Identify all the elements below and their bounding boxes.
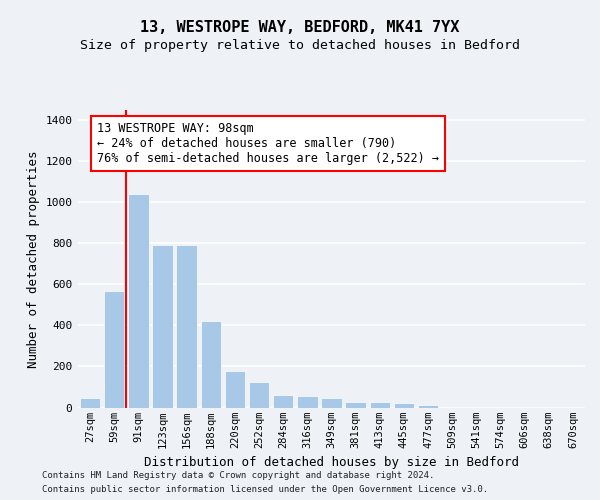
X-axis label: Distribution of detached houses by size in Bedford: Distribution of detached houses by size … [144,456,519,469]
Text: 13 WESTROPE WAY: 98sqm
← 24% of detached houses are smaller (790)
76% of semi-de: 13 WESTROPE WAY: 98sqm ← 24% of detached… [97,122,439,166]
Text: 13, WESTROPE WAY, BEDFORD, MK41 7YX: 13, WESTROPE WAY, BEDFORD, MK41 7YX [140,20,460,35]
Text: Contains public sector information licensed under the Open Government Licence v3: Contains public sector information licen… [42,484,488,494]
Bar [80,398,100,407]
Text: Contains HM Land Registry data © Crown copyright and database right 2024.: Contains HM Land Registry data © Crown c… [42,472,434,480]
Bar [418,406,439,407]
Bar [104,290,124,408]
Y-axis label: Number of detached properties: Number of detached properties [27,150,40,368]
Bar [152,246,173,408]
Bar [176,246,197,408]
Bar [200,322,221,408]
Text: Size of property relative to detached houses in Bedford: Size of property relative to detached ho… [80,40,520,52]
Bar [128,194,149,408]
Bar [273,395,293,407]
Bar [346,402,366,407]
Bar [297,396,317,407]
Bar [224,370,245,408]
Bar [370,402,390,407]
Bar [249,382,269,407]
Bar [321,398,342,407]
Bar [394,404,414,407]
